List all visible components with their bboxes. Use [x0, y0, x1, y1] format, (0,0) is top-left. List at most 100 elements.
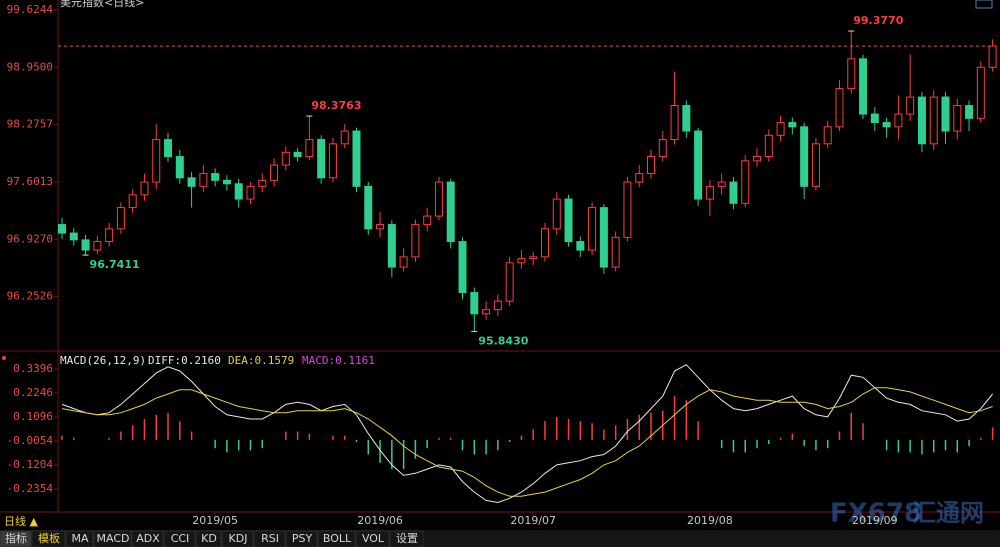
tab[interactable] — [65, 530, 94, 547]
legend-label: DIFF:0.2160 — [148, 354, 221, 367]
candle-body — [482, 309, 491, 315]
y-tick-label: 0.2246 — [13, 386, 53, 399]
candle-body — [364, 185, 373, 230]
x-tick-label: 2019/09 — [852, 514, 898, 527]
period-label[interactable]: 日线 ▲ — [4, 514, 38, 528]
candle-body — [764, 134, 773, 158]
candle-body — [753, 156, 762, 162]
candle-body — [458, 241, 467, 294]
tab-label[interactable]: KDJ — [229, 532, 248, 545]
candle-body — [399, 256, 408, 268]
candle-body — [776, 122, 785, 136]
tab-label[interactable]: MACD — [97, 532, 130, 545]
candle-body — [647, 156, 655, 175]
legend-label: DEA:0.1579 — [228, 354, 294, 367]
candle-body — [199, 173, 208, 187]
tab-label[interactable]: MA — [71, 532, 88, 545]
tab-label[interactable]: 模板 — [38, 531, 60, 545]
tab[interactable] — [253, 530, 286, 547]
candle-body — [423, 215, 432, 226]
candle-body — [376, 224, 385, 230]
candle-body — [116, 207, 125, 230]
tab-label[interactable]: CCI — [171, 532, 190, 545]
tab-label[interactable]: 设置 — [396, 532, 418, 545]
indicator-name: MACD(26,12,9) — [60, 354, 146, 367]
candle-body — [623, 181, 632, 238]
candle-body — [152, 139, 161, 183]
tab[interactable] — [355, 530, 390, 547]
candle-body — [965, 105, 974, 119]
candle-body — [800, 126, 809, 187]
watermark-text: 汇通网 — [912, 499, 984, 527]
candle-body — [493, 300, 502, 311]
candle-body — [588, 207, 597, 251]
candle-body — [505, 262, 514, 302]
candle-body — [953, 105, 962, 132]
candle-body — [552, 198, 561, 230]
candle-body — [882, 122, 891, 128]
tab[interactable] — [131, 530, 164, 547]
tab[interactable] — [93, 530, 132, 547]
candle-body — [187, 177, 196, 187]
tab-label[interactable]: 指标 — [5, 531, 27, 545]
tab[interactable] — [195, 530, 222, 547]
candle-body — [258, 179, 267, 187]
candle-body — [270, 164, 279, 181]
candle-body — [222, 179, 231, 185]
candle-body — [917, 96, 926, 145]
tab[interactable] — [0, 530, 32, 547]
tab-label[interactable]: ADX — [136, 532, 160, 545]
tab[interactable] — [317, 530, 356, 547]
candle-body — [234, 183, 243, 200]
candle-body — [670, 105, 679, 141]
candle-body — [470, 292, 479, 315]
candle-body — [870, 113, 879, 124]
y-tick-label: 96.2526 — [7, 290, 53, 303]
y-tick-label: 0.3396 — [13, 362, 53, 375]
tab-label[interactable]: BOLL — [323, 532, 352, 545]
tab[interactable] — [31, 530, 66, 547]
candle-body — [658, 139, 667, 158]
y-tick-label: -0.2354 — [7, 482, 54, 495]
candle-body — [281, 151, 290, 166]
candle-body — [105, 228, 114, 243]
candle-body — [847, 58, 856, 90]
candle-body — [411, 224, 420, 258]
candle-body — [894, 113, 903, 128]
candle-body — [140, 181, 149, 196]
candle-body — [635, 173, 644, 183]
chart-title: 美元指数<日线> — [60, 0, 144, 9]
tab-label[interactable]: RSI — [261, 532, 279, 545]
tab-label[interactable]: VOL — [362, 532, 385, 545]
y-tick-label: 98.9500 — [7, 60, 53, 73]
tab[interactable] — [285, 530, 318, 547]
tab[interactable] — [389, 530, 424, 547]
candle-body — [717, 181, 726, 187]
macd-line — [61, 387, 993, 497]
candle-body — [682, 105, 691, 132]
tab[interactable] — [221, 530, 254, 547]
tab-label[interactable]: PSY — [292, 532, 313, 545]
candle-body — [128, 194, 137, 209]
y-tick-label: 99.6244 — [7, 3, 54, 16]
annotation-label: 96.7411 — [90, 258, 140, 271]
candle-body — [694, 130, 703, 200]
candle-body — [352, 130, 361, 187]
indicator-dot — [2, 356, 6, 360]
candle-body — [246, 185, 255, 200]
watermark-logo: FX678 — [830, 499, 922, 529]
candle-body — [517, 258, 526, 264]
candle-body — [611, 236, 620, 268]
candle-body — [175, 156, 184, 179]
candle-body — [58, 224, 66, 234]
candle-body — [340, 130, 349, 145]
tab[interactable] — [163, 530, 196, 547]
x-tick-label: 2019/05 — [192, 514, 238, 527]
candle-body — [540, 228, 549, 258]
window-icon[interactable] — [975, 0, 993, 9]
candle-body — [293, 151, 302, 158]
candle-body — [69, 232, 78, 241]
tab-label[interactable]: KD — [201, 532, 217, 545]
